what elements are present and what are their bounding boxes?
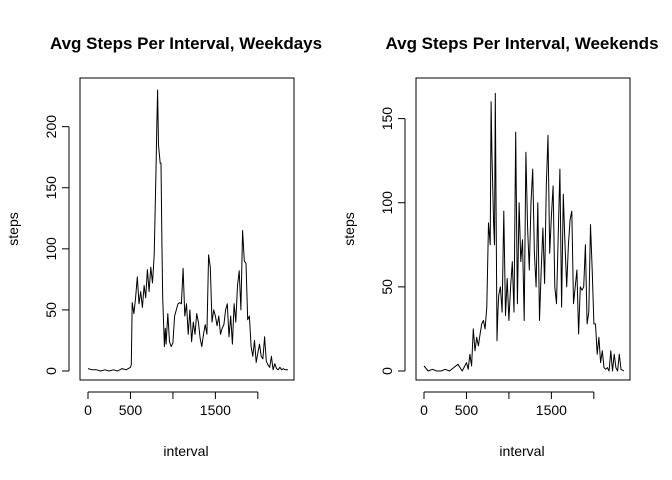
weekdays-x-axis: 0 500 1500 [84,391,259,418]
weekends-y-tick-label: 0 [379,367,395,375]
weekdays-y-tick-label: 50 [43,302,59,318]
weekends-y-axis-label: steps [341,212,357,245]
weekdays-series-group [87,89,288,372]
weekdays-y-axis: 0 50 100 150 200 [43,115,70,375]
weekends-x-tick-label: 500 [455,402,479,418]
weekdays-plot-frame [79,77,295,381]
weekends-series-line-0 [423,92,625,372]
weekends-chart-title: Avg Steps Per Interval, Weekends [385,34,658,53]
weekdays-y-tick-label: 0 [43,367,59,375]
weekends-series-group [423,92,625,372]
weekends-y-tick-label: 50 [379,279,395,295]
weekdays-y-tick-label: 200 [43,115,59,139]
weekends-panel: Avg Steps Per Interval, Weekends interva… [341,34,659,459]
weekdays-x-tick-label: 500 [119,402,143,418]
weekends-plot-frame [415,77,631,381]
weekdays-y-tick-label: 100 [43,237,59,261]
weekends-x-axis: 0 500 1500 [420,391,595,418]
weekends-x-axis-label: interval [499,443,544,459]
weekdays-y-tick-label: 150 [43,176,59,200]
weekends-y-axis: 0 50 100 150 [379,107,406,375]
weekends-x-tick-label: 1500 [536,402,567,418]
weekdays-x-tick-label: 1500 [200,402,231,418]
weekdays-series-line-0 [87,89,288,372]
weekends-y-tick-label: 150 [379,107,395,131]
weekdays-x-axis-label: interval [163,443,208,459]
weekdays-chart-title: Avg Steps Per Interval, Weekdays [50,34,322,53]
weekdays-panel: Avg Steps Per Interval, Weekdays interva… [5,34,322,459]
weekdays-x-tick-label: 0 [84,402,92,418]
weekdays-y-axis-label: steps [5,212,21,245]
weekends-x-tick-label: 0 [420,402,428,418]
weekends-y-tick-label: 100 [379,191,395,215]
